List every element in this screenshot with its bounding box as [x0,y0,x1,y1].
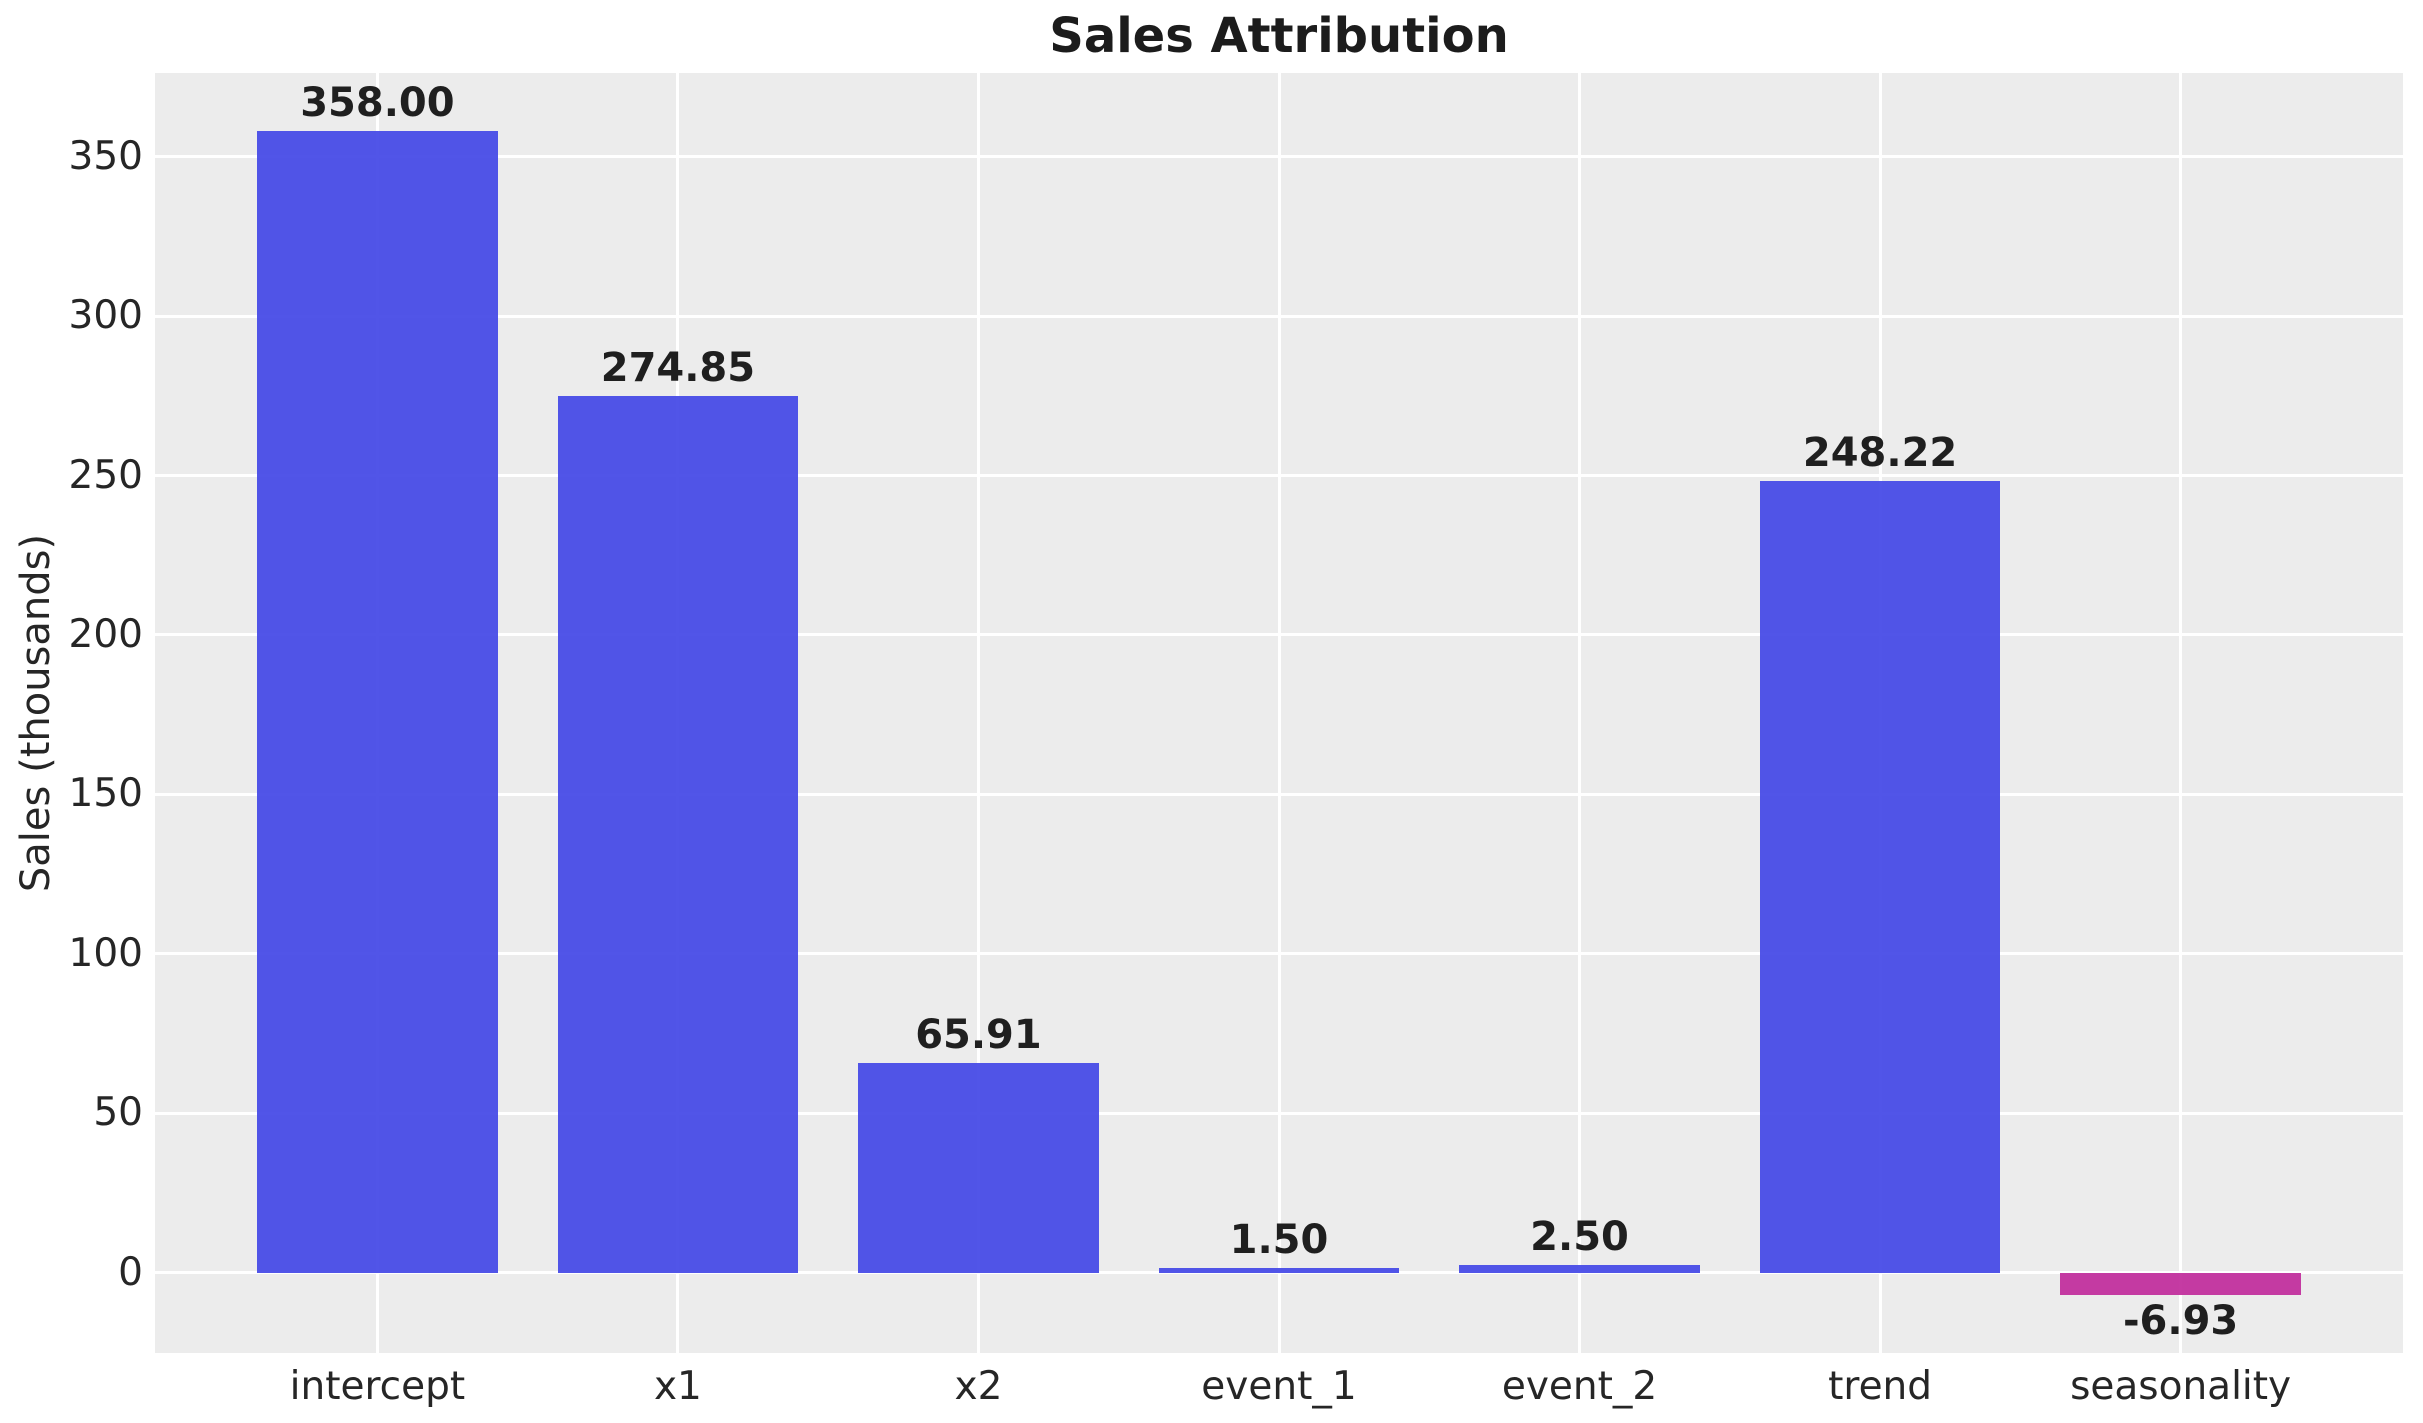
value-label-event_2: 2.50 [1530,1213,1629,1260]
y-tick-label-200: 200 [68,611,143,657]
chart-title: Sales Attribution [1049,8,1509,64]
x-tick-label-seasonality: seasonality [2070,1364,2292,1409]
value-label-event_1: 1.50 [1229,1216,1329,1263]
gridline-v-event_2 [1578,73,1582,1353]
y-tick-label-300: 300 [68,293,143,339]
bar-event_1 [1158,1267,1400,1273]
y-tick-label-0: 0 [118,1249,143,1295]
value-label-intercept: 358.00 [300,80,455,127]
gridline-v-event_1 [1277,73,1281,1353]
x-tick-label-x1: x1 [653,1364,702,1409]
x-tick-label-intercept: intercept [289,1364,466,1409]
value-label-trend: 248.22 [1802,430,1958,477]
y-tick-label-100: 100 [68,930,143,976]
x-tick-label-trend: trend [1828,1364,1933,1409]
value-label-x1: 274.85 [600,345,756,392]
gridline-v-seasonality [2179,73,2183,1353]
y-tick-label-150: 150 [68,771,143,817]
x-tick-label-event_1: event_1 [1201,1364,1357,1409]
x-tick-label-x2: x2 [954,1364,1003,1409]
bar-intercept [257,131,498,1273]
plot-area [155,73,2403,1353]
gridline-v-x2 [976,73,980,1353]
bar-event_2 [1459,1264,1700,1273]
bar-x1 [557,396,799,1273]
y-tick-label-250: 250 [68,452,143,498]
value-label-seasonality: -6.93 [2122,1297,2239,1344]
value-label-x2: 65.91 [915,1011,1042,1058]
x-tick-label-event_2: event_2 [1501,1364,1658,1409]
y-tick-label-350: 350 [68,133,143,179]
y-axis-label: Sales (thousands) [13,533,59,893]
y-tick-label-50: 50 [93,1090,143,1136]
bar-x2 [858,1062,1099,1273]
bar-seasonality [2060,1272,2301,1295]
bar-trend [1759,481,2001,1273]
